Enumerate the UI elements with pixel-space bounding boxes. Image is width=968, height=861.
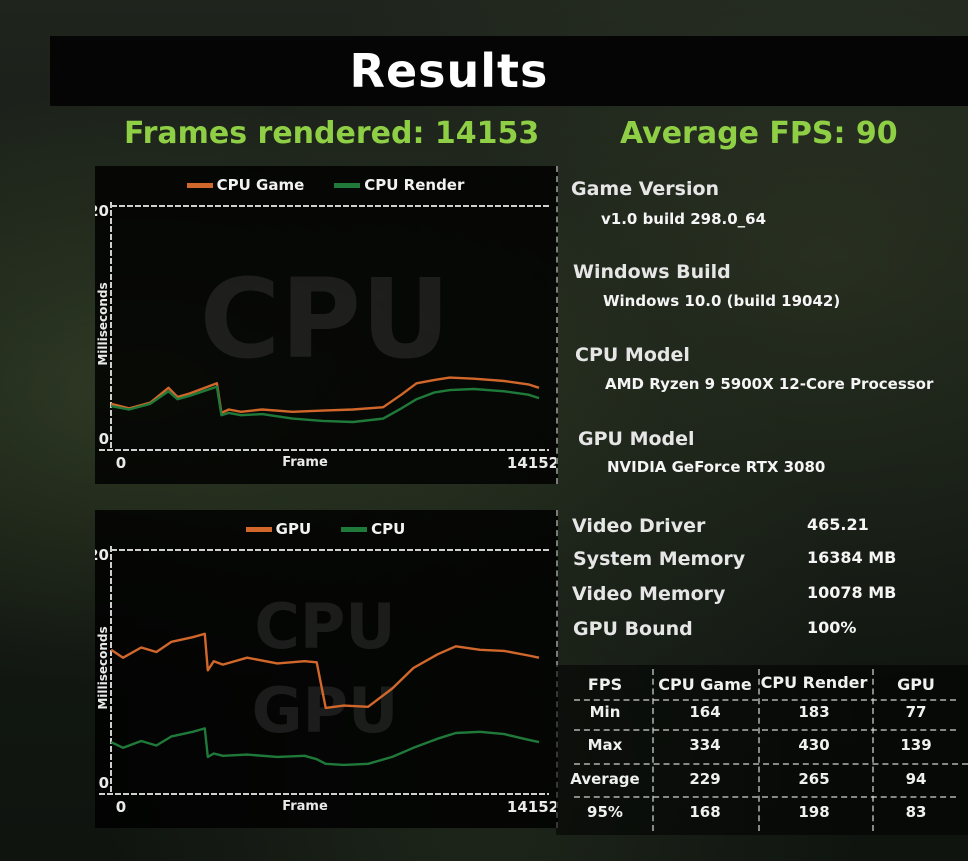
video-driver-label: Video Driver (572, 515, 706, 537)
page-title: Results (349, 44, 549, 98)
table-cell: 183 (798, 703, 830, 721)
table-header: GPU (897, 675, 935, 694)
table-cell: 77 (905, 703, 927, 721)
watermark-line: GPU (251, 674, 399, 747)
table-cell: 334 (689, 736, 721, 754)
x-axis-label: Frame (282, 799, 328, 814)
y-tick-label: 0 (99, 774, 109, 792)
series-line-1 (110, 727, 540, 767)
gpu-bound-label: GPU Bound (573, 618, 693, 640)
x-axis-label: Frame (282, 455, 328, 470)
table-divider (652, 669, 654, 831)
system-memory-label: System Memory (573, 548, 746, 570)
table-divider (758, 669, 760, 831)
table-row-label: 95% (587, 803, 623, 821)
chart-watermark: CPU (199, 255, 451, 383)
gpu-bound-value: 100% (807, 618, 857, 637)
video-driver-value: 465.21 (807, 515, 869, 534)
cpu-model-value: AMD Ryzen 9 5900X 12-Core Processor (605, 375, 934, 393)
cpu-model-label: CPU Model (575, 344, 690, 366)
table-cell: 229 (689, 770, 721, 788)
series-line-0 (110, 632, 540, 710)
windows-build-value: Windows 10.0 (build 19042) (603, 292, 841, 310)
table-divider (574, 699, 956, 701)
y-axis-label: Milliseconds (96, 626, 110, 709)
legend-item: GPU (245, 520, 312, 538)
cpu-frame-time-chart: CPU 20 00 14152 Frame Milliseconds CPU Game … (95, 166, 558, 484)
table-row-label: Average (570, 770, 640, 788)
table-divider (872, 669, 874, 831)
table-cell: 139 (900, 736, 932, 754)
table-cell: 83 (905, 803, 927, 821)
table-cell: 430 (798, 736, 830, 754)
table-header: CPU Game (658, 675, 752, 694)
chart-watermark: CPU GPU (195, 596, 455, 742)
table-row-label: Min (589, 703, 621, 721)
y-tick-label: 20 (95, 546, 109, 564)
legend-swatch (334, 182, 361, 188)
series-line-0 (110, 376, 540, 415)
table-cell: 198 (798, 803, 830, 821)
title-bar: Results (50, 36, 968, 106)
table-divider (574, 763, 968, 765)
x-tick-label: 14152 (507, 454, 556, 472)
table-cell: 168 (689, 803, 721, 821)
table-header: FPS (587, 675, 623, 694)
series-line-1 (110, 385, 540, 424)
video-memory-value: 10078 MB (807, 583, 897, 602)
legend-item: CPU Render (334, 176, 464, 194)
x-tick-label: 0 (116, 454, 126, 472)
legend-label: CPU Game (216, 176, 305, 194)
table-cell: 94 (905, 770, 927, 788)
y-tick-label: 0 (99, 430, 109, 448)
game-version-label: Game Version (571, 178, 720, 200)
x-tick-label: 0 (116, 798, 126, 816)
watermark-line: CPU (254, 590, 396, 663)
video-memory-label: Video Memory (572, 583, 726, 605)
table-header: CPU Render (760, 673, 868, 692)
legend-item: CPU Game (186, 176, 305, 194)
legend-item: CPU (341, 520, 405, 538)
windows-build-label: Windows Build (573, 261, 731, 283)
gpu-model-label: GPU Model (578, 428, 695, 450)
table-cell: 164 (689, 703, 721, 721)
x-tick-label: 14152 (507, 798, 556, 816)
table-divider (574, 729, 956, 731)
average-fps: Average FPS: 90 (620, 116, 898, 151)
chart-legend: GPU CPU (95, 520, 556, 538)
y-tick-label: 20 (95, 202, 109, 220)
legend-label: GPU (275, 520, 312, 538)
legend-swatch (186, 182, 213, 188)
fps-stats-table: FPS CPU Game CPU Render GPU Min 164 183 … (556, 665, 968, 835)
table-divider (574, 796, 956, 798)
legend-swatch (341, 526, 368, 532)
gpu-model-value: NVIDIA GeForce RTX 3080 (607, 458, 826, 476)
frames-rendered: Frames rendered: 14153 (124, 116, 540, 151)
gpu-chart-svg: 20 00 14152 Frame Milliseconds (95, 546, 556, 816)
cpu-chart-svg: 20 00 14152 Frame Milliseconds (95, 202, 556, 472)
table-row-label: Max (587, 736, 623, 754)
legend-label: CPU Render (364, 176, 465, 194)
y-axis-label: Milliseconds (96, 282, 110, 365)
game-version-value: v1.0 build 298.0_64 (601, 210, 767, 228)
legend-label: CPU (371, 520, 406, 538)
chart-legend: CPU Game CPU Render (95, 176, 556, 194)
legend-swatch (245, 526, 272, 532)
table-cell: 265 (798, 770, 830, 788)
system-memory-value: 16384 MB (807, 548, 897, 567)
gpu-frame-time-chart: CPU GPU 20 00 14152 Frame Milliseconds GPU C… (95, 510, 558, 828)
